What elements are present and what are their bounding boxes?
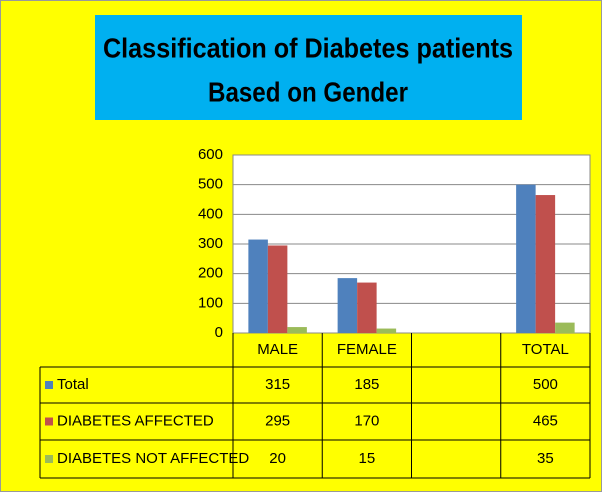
bar — [248, 239, 268, 333]
table-value: 20 — [269, 450, 286, 467]
x-tick-label: FEMALE — [337, 341, 397, 358]
legend-label: DIABETES NOT AFFECTED — [57, 450, 249, 467]
table-value: 35 — [537, 450, 554, 467]
y-tick-label: 400 — [198, 205, 223, 222]
table-value: 170 — [354, 412, 379, 429]
table-value: 15 — [359, 450, 376, 467]
y-tick-label: 200 — [198, 265, 223, 282]
table-value: 500 — [533, 376, 558, 393]
table-value: 295 — [265, 412, 290, 429]
chart-title: Based on Gender — [208, 76, 408, 107]
legend-swatch — [45, 381, 53, 389]
bar — [357, 282, 377, 333]
bar — [287, 327, 307, 333]
table-value: 315 — [265, 376, 290, 393]
y-tick-label: 0 — [215, 324, 223, 341]
legend-label: Total — [57, 376, 89, 393]
legend-label: DIABETES AFFECTED — [57, 412, 214, 429]
chart-title: Classification of Diabetes patients — [103, 32, 513, 63]
x-tick-label: MALE — [257, 341, 298, 358]
table-value: 465 — [533, 412, 558, 429]
title-box — [95, 15, 522, 120]
bar — [267, 245, 288, 333]
bar — [535, 195, 556, 333]
table-value: 185 — [354, 376, 379, 393]
y-tick-label: 300 — [198, 235, 223, 252]
y-tick-label: 600 — [198, 146, 223, 163]
y-tick-label: 100 — [198, 294, 223, 311]
bar — [555, 322, 575, 333]
bar — [376, 328, 397, 333]
x-tick-label: TOTAL — [522, 341, 569, 358]
legend-swatch — [45, 455, 53, 463]
legend-swatch — [45, 417, 53, 426]
bar — [516, 184, 536, 333]
y-tick-label: 500 — [198, 176, 223, 193]
bar — [337, 278, 358, 333]
